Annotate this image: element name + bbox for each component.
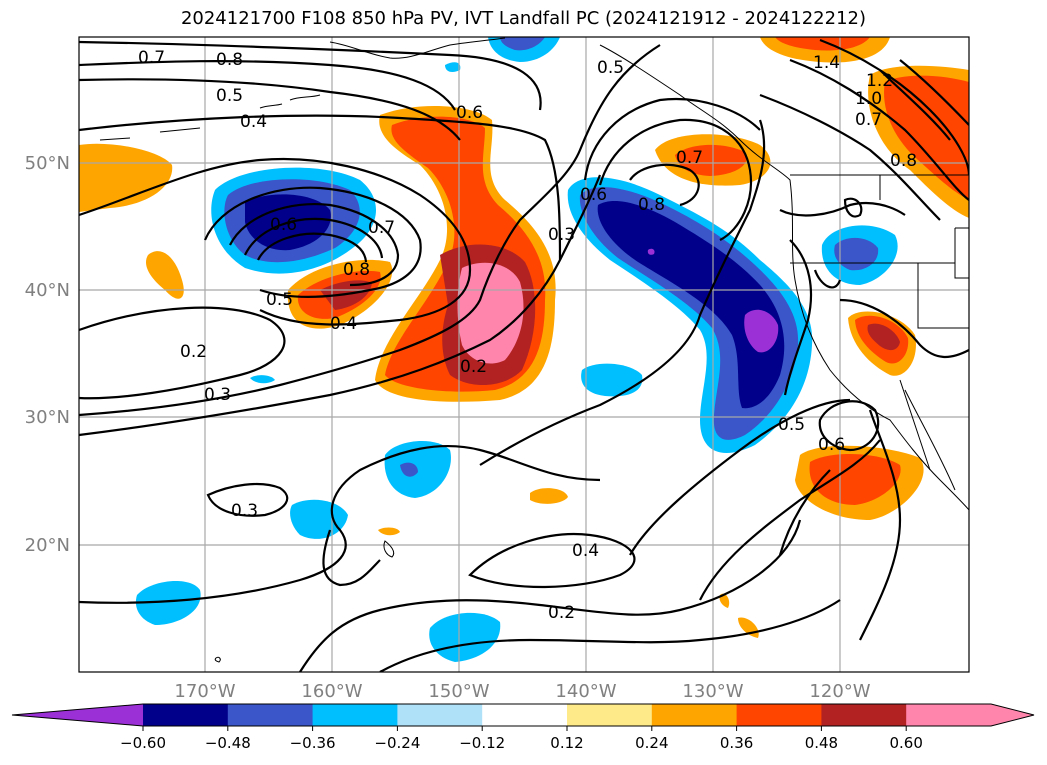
colorbar-extend-max: [991, 704, 1034, 726]
contour-label: 0.4: [572, 541, 599, 561]
lon-tick-label: 160°W: [301, 681, 362, 702]
shade-negative: [744, 309, 779, 353]
contour-label: 0.2: [180, 342, 207, 362]
colorbar-bin: [312, 704, 398, 726]
contour-label: 0.8: [343, 260, 370, 280]
shade-positive: [884, 75, 969, 200]
pv-shading-layer: [79, 37, 969, 662]
shade-positive: [145, 251, 184, 299]
colorbar-tick-label: 0.12: [550, 734, 583, 752]
colorbar-tick-label: 0.24: [635, 734, 668, 752]
colorbar: −0.60 −0.48 −0.36 −0.24 −0.12 0.12 0.24 0.36 0.4…: [11, 703, 1035, 752]
shade-negative: [500, 37, 545, 51]
latitude-axis: 50°N 40°N 30°N 20°N: [25, 153, 70, 556]
colorbar-tick-label: −0.36: [290, 734, 336, 752]
shade-negative: [400, 462, 418, 477]
contour-label: 0.5: [216, 86, 243, 106]
shade-negative: [384, 440, 451, 498]
lon-tick-label: 140°W: [555, 681, 616, 702]
colorbar-tick-label: −0.48: [205, 734, 251, 752]
contour-label: 0.6: [456, 103, 483, 123]
shade-positive: [530, 488, 568, 504]
lat-tick-label: 20°N: [25, 535, 70, 556]
contour-label: 0.3: [548, 225, 575, 245]
ivt-contours: [79, 38, 969, 672]
colorbar-bin: [651, 704, 738, 726]
colorbar-tick-label: 0.36: [720, 734, 753, 752]
shade-positive: [79, 143, 173, 212]
colorbar-extend-min: [12, 704, 143, 726]
colorbar-tick-label: −0.24: [374, 734, 420, 752]
shade-positive: [867, 323, 900, 351]
colorbar-bin: [567, 704, 653, 726]
contour-label: 0.8: [638, 195, 665, 215]
shade-negative: [250, 375, 275, 384]
colorbar-tick-label: 0.48: [805, 734, 838, 752]
contour-label: 0.3: [231, 501, 258, 521]
contour-label: 1.0: [855, 89, 882, 109]
shade-negative: [445, 62, 461, 73]
contour-label: 0.4: [330, 314, 357, 334]
shade-negative: [429, 612, 501, 662]
shade-positive: [675, 144, 747, 176]
shade-negative: [597, 201, 785, 409]
colorbar-bin: [143, 704, 229, 726]
lon-tick-label: 170°W: [174, 681, 235, 702]
contour-labels: 0.7 0.8 0.5 0.4 0.6 0.5 1.4 1.2 1.0 0.7 …: [138, 48, 917, 623]
lat-tick-label: 50°N: [25, 153, 70, 174]
longitude-axis: 170°W 160°W 150°W 140°W 130°W 120°W: [174, 681, 870, 702]
contour-label: 0.5: [266, 290, 293, 310]
lon-tick-label: 150°W: [428, 681, 489, 702]
shade-positive: [775, 37, 870, 51]
shade-positive: [809, 454, 901, 505]
contour-label: 0.6: [580, 185, 607, 205]
lon-tick-label: 130°W: [682, 681, 743, 702]
contour-label: 0.7: [676, 148, 703, 168]
contour-label: 0.7: [138, 48, 165, 68]
colorbar-bin: [736, 704, 822, 726]
contour-label: 0.8: [890, 151, 917, 171]
contour-label: 0.8: [216, 50, 243, 70]
coastlines: [99, 37, 969, 663]
lat-tick-label: 30°N: [25, 407, 70, 428]
colorbar-bin: [227, 704, 314, 726]
chart-title: 2024121700 F108 850 hPa PV, IVT Landfall…: [180, 8, 867, 29]
contour-label: 0.5: [597, 58, 624, 78]
contour-label: 0.6: [270, 215, 297, 235]
map-frame: [78, 36, 970, 673]
lon-tick-label: 120°W: [809, 681, 870, 702]
colorbar-tick-label: −0.60: [120, 734, 166, 752]
shade-negative: [834, 237, 879, 271]
contour-label: 1.2: [866, 71, 893, 91]
shade-positive: [719, 593, 730, 608]
contour-label: 0.2: [548, 603, 575, 623]
contour-label: 0.6: [818, 435, 845, 455]
colorbar-bin: [397, 704, 483, 726]
colorbar-bin: [482, 704, 568, 726]
colorbar-bin: [906, 704, 992, 726]
contour-label: 0.4: [240, 112, 267, 132]
contour-label: 0.7: [855, 110, 882, 130]
colorbar-tick-label: 0.60: [889, 734, 922, 752]
contour-label: 1.4: [813, 53, 840, 73]
contour-label: 0.7: [368, 218, 395, 238]
shade-negative: [647, 248, 655, 255]
contour-label: 0.5: [778, 415, 805, 435]
contour-label: 0.2: [460, 357, 487, 377]
shade-positive: [378, 527, 400, 536]
shade-negative: [135, 580, 201, 625]
shade-positive: [457, 262, 524, 364]
colorbar-tick-label: −0.12: [459, 734, 505, 752]
colorbar-bin: [821, 704, 907, 726]
shade-negative: [581, 363, 643, 397]
shade-negative: [290, 499, 348, 539]
contour-label: 0.3: [204, 385, 231, 405]
lat-tick-label: 40°N: [25, 280, 70, 301]
